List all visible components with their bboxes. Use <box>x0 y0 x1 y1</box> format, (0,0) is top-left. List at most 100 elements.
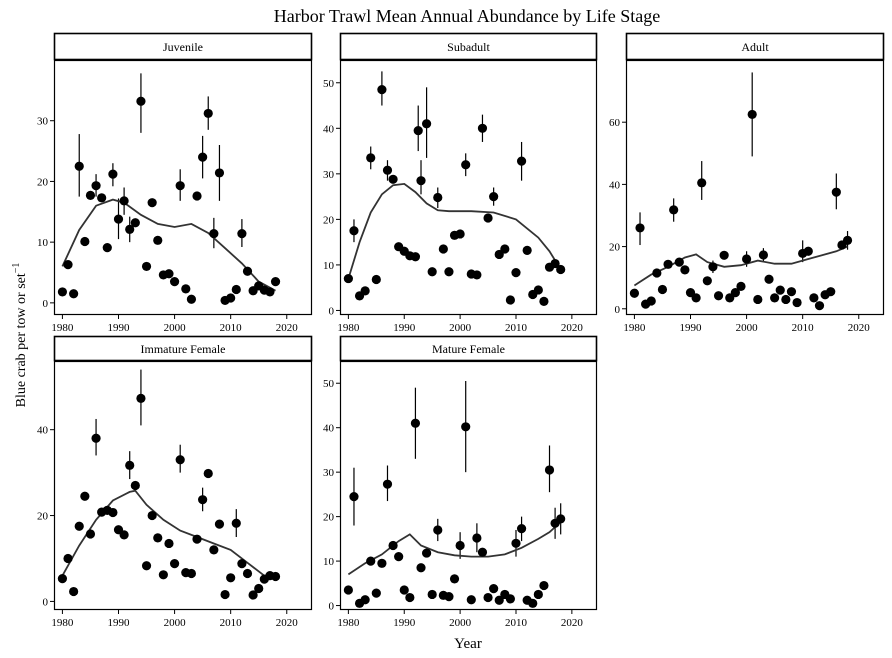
data-point <box>57 574 68 584</box>
smooth-trend-line <box>347 182 562 279</box>
smooth-trend-line <box>61 198 276 292</box>
data-point <box>444 592 454 602</box>
panel-frame <box>339 59 598 316</box>
x-tick-label: 2000 <box>449 617 472 629</box>
y-tick-label: 30 <box>323 467 335 479</box>
data-point <box>842 235 853 245</box>
data-point <box>209 545 219 555</box>
y-tick-label: 40 <box>323 423 335 435</box>
panel-frame <box>339 360 598 611</box>
y-tick-label: 20 <box>609 242 621 254</box>
data-point <box>265 287 275 297</box>
data-point <box>792 297 802 308</box>
panel-subadult: Subadult 0 10 20 30 40 50 1980 1990 2000 2010 2020 <box>323 32 598 334</box>
data-point <box>231 284 241 295</box>
data-point <box>416 563 426 573</box>
data-point <box>270 571 281 582</box>
chart-title: Harbor Trawl Mean Annual Abundance by Li… <box>274 6 660 26</box>
data-point <box>770 293 780 303</box>
data-point <box>63 260 73 270</box>
data-point <box>270 277 281 287</box>
y-tick-label: 40 <box>37 425 49 437</box>
data-point <box>505 295 516 305</box>
data-point <box>433 192 443 203</box>
y-tick-label: 40 <box>609 179 621 191</box>
x-axis-label: Year <box>454 636 482 652</box>
data-point <box>153 533 163 543</box>
data-point <box>119 196 129 206</box>
data-point <box>102 243 112 253</box>
data-point <box>125 224 135 234</box>
x-tick-label: 2010 <box>505 322 528 334</box>
data-point <box>483 213 493 223</box>
smooth-trend-line <box>633 245 848 287</box>
data-point <box>69 289 79 299</box>
data-point <box>809 293 819 303</box>
data-point <box>472 533 482 543</box>
y-tick-label: 50 <box>323 78 335 90</box>
data-point <box>113 214 124 224</box>
data-point <box>702 276 712 286</box>
data-point <box>533 285 543 295</box>
data-point <box>528 598 538 608</box>
data-point <box>516 156 527 166</box>
x-tick-label: 2010 <box>220 617 243 629</box>
data-point <box>410 418 421 428</box>
data-point <box>556 514 566 524</box>
y-tick-label: 0 <box>329 601 335 613</box>
data-point <box>198 495 208 505</box>
panel-frame <box>53 360 313 611</box>
y-tick-label: 40 <box>323 123 335 135</box>
data-point <box>472 270 482 280</box>
data-point <box>214 168 225 178</box>
data-point <box>680 265 690 275</box>
data-point <box>147 198 157 208</box>
data-point <box>455 540 465 551</box>
data-point <box>97 193 107 203</box>
smooth-trend-line <box>347 521 562 576</box>
y-axis-label-main: Blue crab per tow or set <box>14 273 29 407</box>
y-tick-label: 10 <box>323 260 335 272</box>
data-point <box>226 573 236 583</box>
data-point <box>63 553 73 564</box>
data-point <box>158 570 168 580</box>
data-point <box>343 273 353 284</box>
data-point <box>119 530 129 540</box>
x-tick-label: 1990 <box>393 617 416 629</box>
data-point <box>708 262 718 272</box>
data-point <box>366 556 376 566</box>
data-point <box>198 152 208 162</box>
panel-juvenile: Juvenile 0 10 20 30 1980 1990 2000 2010 2020 <box>37 32 313 334</box>
x-tick-label: 1990 <box>108 322 131 334</box>
data-point <box>781 294 791 305</box>
data-point <box>108 507 118 518</box>
data-point <box>539 296 549 306</box>
y-tick-label: 30 <box>323 169 335 181</box>
data-point <box>753 294 763 305</box>
data-point <box>477 123 488 133</box>
data-point <box>413 125 423 136</box>
data-point <box>814 301 825 311</box>
data-point <box>360 595 370 605</box>
facet-strip-label: Mature Female <box>432 342 505 356</box>
data-point <box>461 422 471 432</box>
data-point <box>108 169 118 179</box>
data-point <box>203 108 213 119</box>
data-point <box>69 586 79 597</box>
data-point <box>226 293 236 303</box>
data-point <box>371 588 381 598</box>
x-tick-label: 2020 <box>848 322 871 334</box>
data-point <box>629 288 640 298</box>
data-point <box>186 568 197 579</box>
data-point <box>433 525 443 535</box>
data-point <box>254 583 264 594</box>
data-point <box>697 178 707 188</box>
data-point <box>377 84 387 95</box>
data-point <box>635 223 645 233</box>
data-point <box>522 245 532 255</box>
data-point <box>427 589 437 600</box>
data-point <box>394 552 404 562</box>
data-point <box>489 192 499 202</box>
